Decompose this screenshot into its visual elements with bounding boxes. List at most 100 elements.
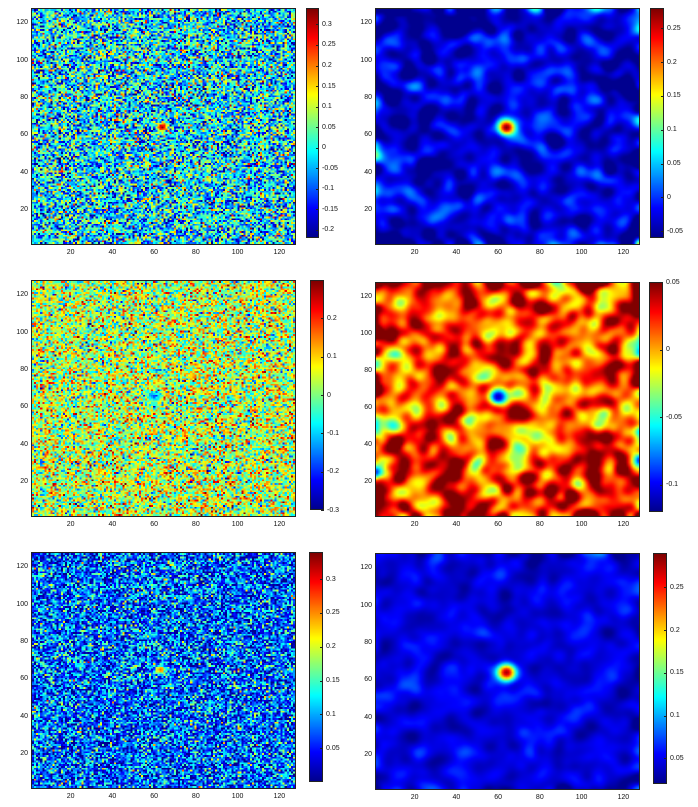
colorbar-tick (316, 188, 319, 190)
heatmap-image (31, 8, 296, 245)
y-tick-label: 60 (20, 131, 28, 139)
y-tick-label: 120 (16, 563, 28, 571)
y-tick-label: 80 (364, 639, 372, 647)
colorbar-tick-label: 0.25 (667, 24, 681, 32)
y-tick-label: 100 (360, 56, 372, 64)
y-tick-label: 60 (364, 676, 372, 684)
y-tick-label: 120 (16, 291, 28, 299)
x-tick-label: 60 (150, 793, 158, 800)
x-tick-label: 60 (150, 249, 158, 256)
colorbar (653, 553, 667, 784)
y-tick-label: 20 (20, 478, 28, 486)
y-tick-label: 80 (20, 366, 28, 374)
colorbar-tick-label: 0.3 (322, 20, 332, 28)
colorbar-tick-label: 0.2 (326, 643, 336, 651)
x-tick-label: 80 (191, 249, 200, 256)
colorbar-tick (661, 129, 664, 131)
colorbar-tick-label: 0.25 (670, 583, 684, 591)
x-tick-label: 100 (231, 521, 244, 528)
colorbar-tick-label: 0 (667, 193, 671, 201)
y-tick-label: 40 (20, 168, 28, 176)
colorbar-tick (316, 147, 319, 149)
colorbar-tick (316, 229, 319, 231)
heatmap-image (31, 552, 296, 789)
y-tick-label: 80 (20, 94, 28, 102)
colorbar-tick (321, 471, 324, 473)
colorbar-tick-label: -0.05 (667, 227, 683, 235)
colorbar-tick (661, 95, 664, 97)
colorbar-tick-label: -0.15 (322, 205, 338, 213)
colorbar-tick-label: 0.25 (326, 609, 340, 617)
colorbar-tick-label: 0 (322, 144, 326, 152)
colorbar-tick (321, 318, 324, 320)
colorbar-tick-label: 0.05 (670, 754, 684, 762)
colorbar-tick-label: 0.3 (326, 575, 336, 583)
colorbar-tick-label: 0.1 (667, 126, 677, 134)
x-tick-label: 120 (617, 794, 630, 801)
y-tick-label: 100 (16, 328, 28, 336)
colorbar-tick (321, 356, 324, 358)
y-tick-label: 40 (364, 441, 372, 449)
colorbar-tick (320, 579, 323, 581)
colorbar-tick (320, 680, 323, 682)
x-tick-label: 80 (191, 793, 200, 800)
colorbar-tick (316, 127, 319, 129)
colorbar-tick-label: 0.2 (670, 626, 680, 634)
x-tick-label: 60 (150, 521, 158, 528)
y-tick-label: 120 (360, 293, 372, 301)
colorbar (309, 552, 323, 782)
y-tick-label: 20 (20, 206, 28, 214)
colorbar-tick-label: 0.2 (327, 314, 337, 322)
colorbar-tick-label: -0.1 (666, 481, 679, 489)
x-tick-label: 60 (494, 794, 502, 801)
y-tick-label: 80 (364, 94, 372, 102)
colorbar-tick (321, 395, 324, 396)
x-tick-label: 80 (535, 249, 544, 256)
y-tick-label: 40 (364, 168, 372, 176)
y-tick-label: 100 (360, 601, 372, 609)
x-tick-label: 40 (108, 521, 117, 528)
colorbar-tick-label: -0.3 (327, 506, 340, 514)
x-tick-label: 20 (66, 793, 75, 800)
heatmap-image (375, 553, 640, 790)
x-tick-label: 80 (191, 521, 200, 528)
y-tick-label: 120 (360, 19, 372, 27)
colorbar-tick (316, 24, 319, 26)
colorbar-tick-label: 0.1 (322, 103, 332, 111)
colorbar (649, 282, 663, 512)
colorbar-tick (316, 65, 319, 67)
colorbar-tick-label: 0.05 (322, 123, 336, 131)
x-tick-label: 120 (617, 521, 630, 528)
y-tick-label: 120 (16, 19, 28, 27)
colorbar-tick (316, 106, 319, 108)
colorbar-tick-label: 0.2 (667, 58, 677, 66)
colorbar-tick (320, 612, 323, 614)
colorbar-tick-label: 0 (666, 346, 670, 354)
colorbar-tick-label: -0.1 (327, 429, 340, 437)
x-tick-label: 20 (66, 521, 75, 528)
colorbar-tick-label: 0.1 (326, 710, 336, 718)
colorbar-tick (661, 62, 664, 64)
colorbar-tick (660, 484, 663, 486)
colorbar-tick (320, 646, 323, 648)
x-tick-label: 20 (66, 249, 75, 256)
heatmap-image (375, 282, 640, 517)
y-tick-label: 40 (20, 712, 28, 720)
y-tick-label: 20 (364, 478, 372, 486)
colorbar-tick-label: 0.1 (327, 353, 337, 361)
colorbar-tick-label: 0.05 (667, 160, 681, 168)
x-tick-label: 20 (410, 249, 419, 256)
colorbar-tick (316, 86, 319, 88)
x-tick-label: 120 (273, 249, 286, 256)
colorbar-tick (321, 510, 324, 511)
x-tick-label: 80 (535, 794, 544, 801)
colorbar-tick (664, 587, 667, 589)
colorbar-tick-label: -0.1 (322, 185, 335, 193)
x-tick-label: 120 (273, 793, 286, 800)
x-tick-label: 120 (617, 249, 630, 256)
heatmap-image (375, 8, 640, 245)
colorbar-tick-label: 0.05 (326, 744, 340, 752)
y-tick-label: 80 (20, 638, 28, 646)
colorbar-tick-label: -0.2 (327, 468, 340, 476)
colorbar-tick (316, 209, 319, 211)
